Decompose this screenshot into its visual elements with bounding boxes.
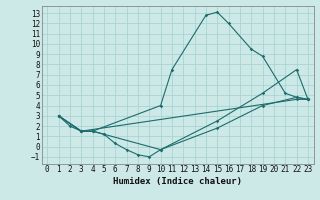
X-axis label: Humidex (Indice chaleur): Humidex (Indice chaleur) [113,177,242,186]
